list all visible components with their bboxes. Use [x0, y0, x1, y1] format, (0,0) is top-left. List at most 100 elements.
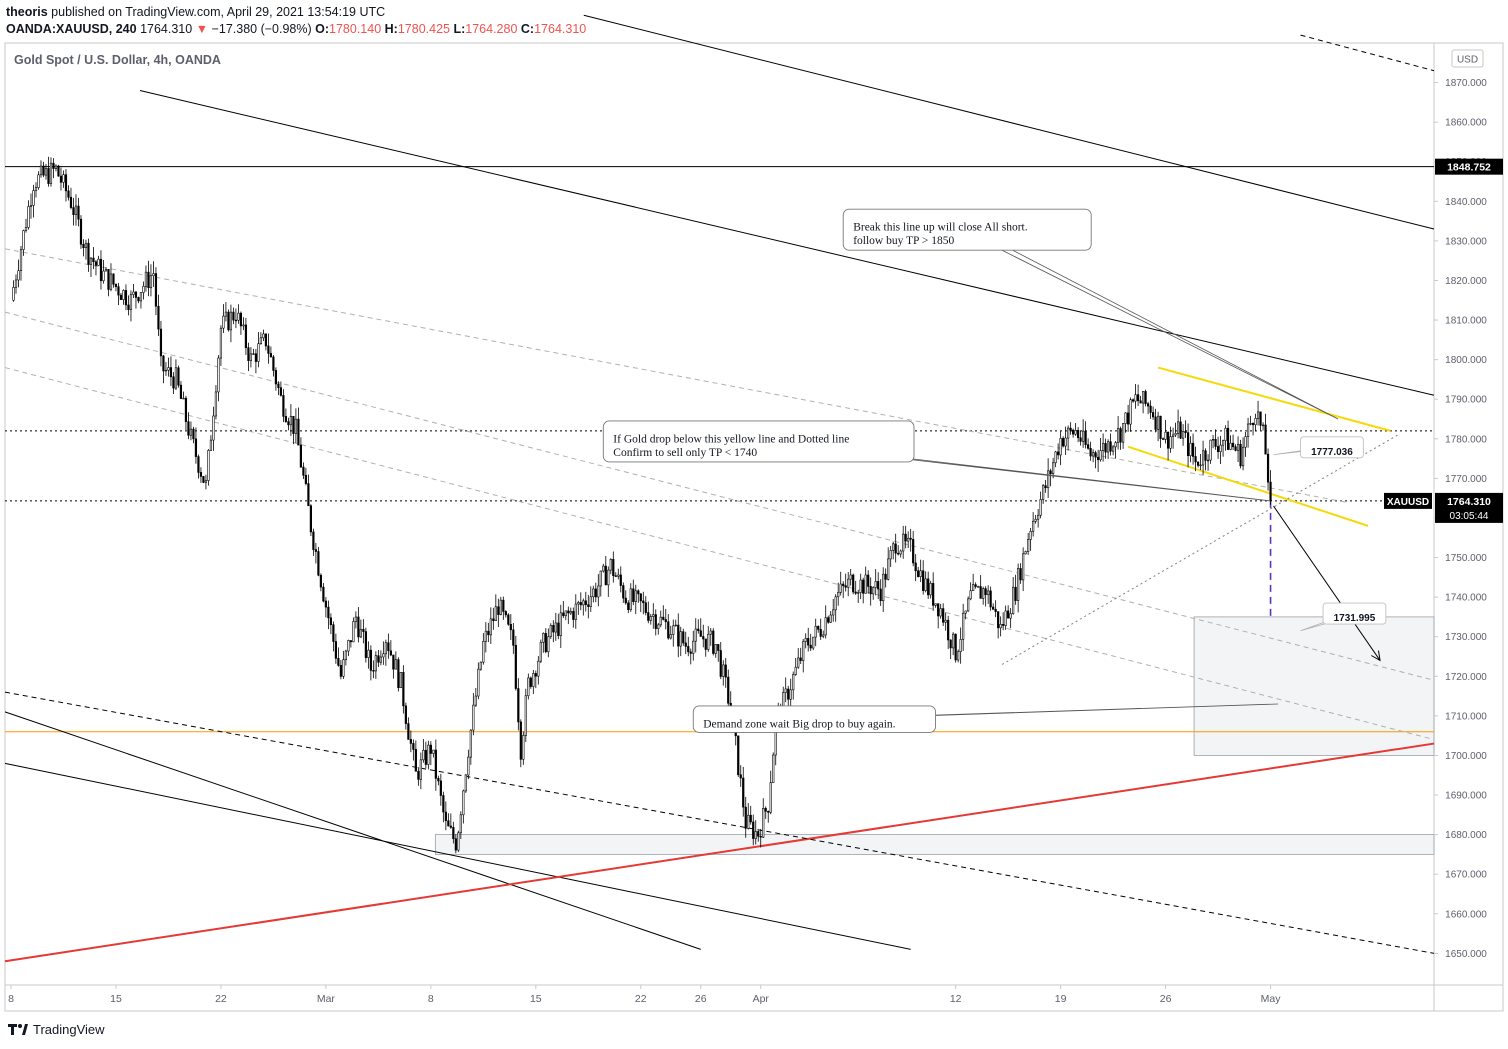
candle-body: [552, 625, 555, 633]
candle-body: [1154, 416, 1157, 430]
candle: [469, 729, 472, 765]
candle-body: [527, 677, 530, 697]
annotation-callout[interactable]: If Gold drop below this yellow line and …: [602, 420, 1271, 502]
candle: [154, 267, 158, 316]
candle: [232, 307, 235, 325]
candle-body: [1144, 391, 1147, 404]
candle-body: [747, 814, 750, 829]
candle: [92, 247, 95, 270]
candle: [369, 645, 372, 681]
candle: [947, 615, 950, 650]
candle-body: [987, 590, 990, 595]
candle-body: [1256, 411, 1260, 419]
candle-body: [94, 261, 98, 266]
candle: [844, 573, 847, 592]
candle: [717, 644, 720, 662]
candle-body: [147, 271, 150, 289]
candle-body: [59, 175, 63, 183]
annotation-callout[interactable]: Demand zone wait Big drop to buy again.: [692, 703, 1279, 733]
y-tick-label: 1800.000: [1445, 355, 1487, 366]
candle-body: [452, 827, 455, 840]
candle: [1039, 491, 1042, 519]
candle: [184, 395, 188, 430]
candle-body: [937, 603, 940, 617]
candle: [957, 649, 960, 663]
candle-body: [1219, 444, 1222, 453]
candle: [1181, 424, 1185, 446]
candle-body: [174, 367, 178, 389]
candle-body: [497, 606, 500, 615]
candle: [977, 585, 980, 588]
candle: [807, 627, 810, 652]
candle: [1164, 419, 1167, 444]
last-price-value: 1764.310: [140, 22, 193, 36]
price-label[interactable]: 1777.036: [1273, 436, 1364, 459]
symbol-badge[interactable]: [1384, 492, 1432, 509]
candle: [1134, 384, 1137, 409]
candle-body: [964, 610, 967, 614]
candle-body: [317, 551, 320, 576]
candle: [1074, 422, 1077, 436]
candle-body: [739, 774, 742, 779]
candle-body: [264, 333, 268, 347]
time-axis[interactable]: 8 15 22 Mar 8 15 22 26 Apr 12 19 26 May: [8, 985, 1281, 1005]
publisher-name[interactable]: theoris: [6, 5, 48, 19]
close-value: 1764.310: [534, 22, 587, 36]
candle-body: [1236, 443, 1240, 451]
candle-body: [864, 574, 867, 594]
candle: [554, 612, 557, 641]
candle-body: [767, 810, 770, 813]
last-price-badge[interactable]: [1435, 492, 1503, 523]
candle-body: [1062, 437, 1065, 447]
candle: [579, 592, 582, 611]
candle-body: [1002, 624, 1005, 626]
candle: [694, 618, 697, 653]
candle-body: [1239, 443, 1242, 467]
candle: [227, 309, 230, 332]
candle: [1264, 413, 1267, 455]
candle: [609, 558, 612, 575]
candle: [664, 608, 667, 630]
candle: [462, 789, 465, 824]
trend-line: [4, 762, 911, 950]
candle-body: [1017, 568, 1020, 601]
candle-body: [37, 174, 40, 188]
candle-body: [1216, 446, 1220, 453]
low-value: 1764.280: [465, 22, 518, 36]
level-price-badge[interactable]: [1435, 158, 1503, 175]
candle: [607, 566, 610, 597]
trend-line: [4, 742, 1435, 963]
candle-body: [1224, 427, 1227, 441]
candle-body: [922, 570, 925, 591]
price-axis[interactable]: 1650.000 1660.000 1670.000 1680.000 1690.000…: [1384, 78, 1503, 960]
candle: [987, 585, 990, 604]
candle-body: [52, 162, 55, 169]
candle: [42, 161, 45, 178]
candle-body: [562, 612, 565, 617]
candle-body: [1094, 452, 1097, 458]
candle-body: [697, 628, 700, 632]
candle: [529, 676, 532, 689]
currency-label: USD: [1457, 55, 1478, 66]
candle-body: [1129, 399, 1132, 425]
symbol-label[interactable]: OANDA:XAUUSD, 240: [6, 22, 137, 36]
candle: [177, 365, 180, 388]
candle-body: [77, 205, 80, 220]
candle: [287, 417, 290, 431]
candle-body: [107, 269, 110, 290]
price-label[interactable]: 1731.995: [1300, 602, 1387, 632]
candle: [942, 603, 945, 627]
candle-body: [87, 242, 90, 265]
candle-body: [384, 642, 387, 655]
candle-body: [1206, 459, 1210, 462]
currency-badge[interactable]: USD: [1451, 49, 1484, 68]
candle-body: [844, 585, 847, 588]
candle: [14, 274, 18, 294]
candle: [834, 594, 837, 622]
candle: [1114, 441, 1117, 459]
tradingview-footer[interactable]: TradingView: [6, 1021, 105, 1037]
candle-body: [669, 634, 672, 639]
annotation-callout[interactable]: Break this line up will close All short.…: [842, 208, 1339, 420]
candle: [832, 598, 835, 622]
